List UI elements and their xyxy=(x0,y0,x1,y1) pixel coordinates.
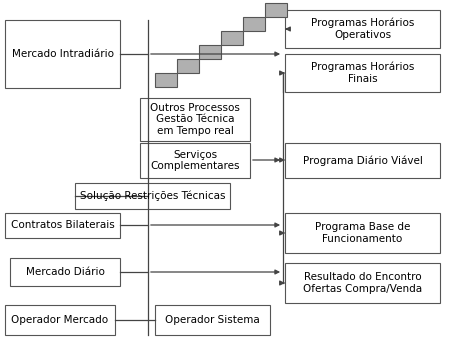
Bar xyxy=(10,258,120,286)
Text: Mercado Diário: Mercado Diário xyxy=(25,267,104,277)
Text: Contratos Bilaterais: Contratos Bilaterais xyxy=(10,221,114,230)
Text: Serviços
Complementares: Serviços Complementares xyxy=(150,150,240,171)
Bar xyxy=(5,20,120,88)
Bar xyxy=(285,10,440,48)
Bar xyxy=(243,17,265,31)
Text: Programas Horários
Operativos: Programas Horários Operativos xyxy=(311,18,414,40)
Text: Mercado Intradiário: Mercado Intradiário xyxy=(11,49,114,59)
Text: Solução Restrições Técnicas: Solução Restrições Técnicas xyxy=(80,191,225,201)
Bar xyxy=(140,143,250,178)
Text: Outros Processos
Gestão Técnica
em Tempo real: Outros Processos Gestão Técnica em Tempo… xyxy=(150,103,240,136)
Bar xyxy=(5,213,120,238)
Bar xyxy=(265,3,287,17)
Bar xyxy=(5,305,115,335)
Text: Programas Horários
Finais: Programas Horários Finais xyxy=(311,62,414,84)
Text: Resultado do Encontro
Ofertas Compra/Venda: Resultado do Encontro Ofertas Compra/Ven… xyxy=(303,272,422,294)
Text: Programa Diário Viável: Programa Diário Viável xyxy=(302,155,422,166)
Bar xyxy=(221,31,243,45)
Bar xyxy=(177,59,199,73)
Bar xyxy=(155,73,177,87)
Bar xyxy=(285,213,440,253)
Text: Operador Sistema: Operador Sistema xyxy=(165,315,260,325)
Bar xyxy=(285,263,440,303)
Bar xyxy=(285,54,440,92)
Bar xyxy=(155,305,270,335)
Bar xyxy=(199,45,221,59)
Bar xyxy=(140,98,250,141)
Text: Programa Base de
Funcionamento: Programa Base de Funcionamento xyxy=(315,222,410,244)
Bar xyxy=(75,183,230,209)
Text: Operador Mercado: Operador Mercado xyxy=(11,315,109,325)
Bar xyxy=(285,143,440,178)
